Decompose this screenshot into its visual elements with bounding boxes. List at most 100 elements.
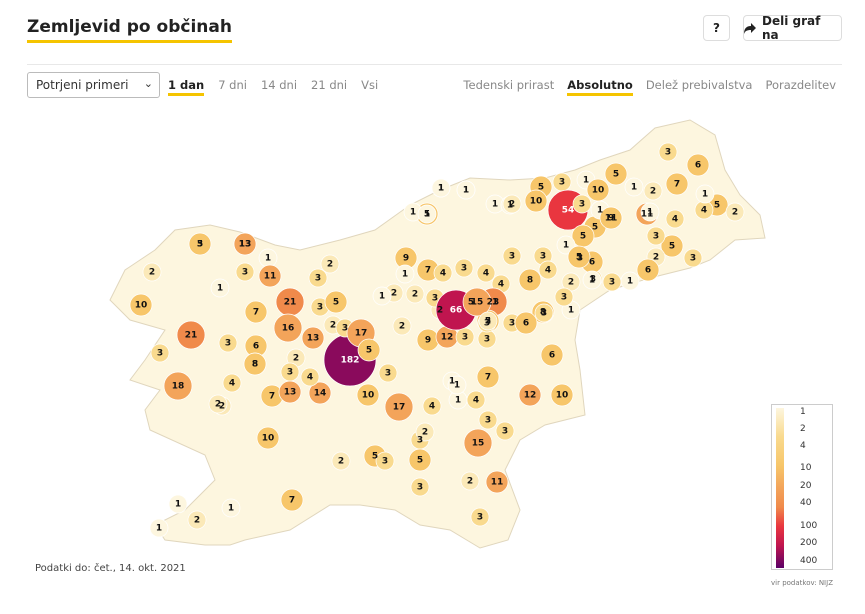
municipality-area[interactable] xyxy=(646,226,666,246)
municipality-area[interactable] xyxy=(256,426,280,450)
tab-absolute[interactable]: Absolutno xyxy=(567,78,633,96)
municipality-area[interactable] xyxy=(604,162,628,186)
help-button[interactable]: ? xyxy=(703,15,730,41)
municipality-area[interactable] xyxy=(308,381,332,405)
municipality-area[interactable] xyxy=(643,181,663,201)
municipality-area[interactable] xyxy=(538,260,558,280)
municipality-area[interactable] xyxy=(665,172,689,196)
tab-distribution[interactable]: Porazdelitev xyxy=(765,78,836,92)
municipality-area[interactable] xyxy=(636,258,660,282)
municipality-area[interactable] xyxy=(470,507,490,527)
municipality-area[interactable] xyxy=(168,494,188,514)
municipality-area[interactable] xyxy=(640,202,660,222)
municipality-area[interactable] xyxy=(150,343,170,363)
municipality-area[interactable] xyxy=(378,363,398,383)
municipality-area[interactable] xyxy=(372,286,392,306)
municipality-area[interactable] xyxy=(235,262,255,282)
municipality-area[interactable] xyxy=(582,270,602,290)
municipality-area[interactable] xyxy=(550,383,574,407)
municipality-area[interactable] xyxy=(375,451,395,471)
municipality-area[interactable] xyxy=(518,268,542,292)
municipality-area[interactable] xyxy=(408,448,432,472)
municipality-area[interactable] xyxy=(300,367,320,387)
metric-select[interactable]: Potrjeni primeri ⌄ xyxy=(27,72,160,98)
municipality-area[interactable] xyxy=(308,268,328,288)
tab-21-days[interactable]: 21 dni xyxy=(311,78,348,92)
tab-14-days[interactable]: 14 dni xyxy=(260,78,298,92)
municipality-area[interactable] xyxy=(395,264,415,284)
municipality-area[interactable] xyxy=(518,383,542,407)
municipality-area[interactable] xyxy=(599,206,623,230)
municipality-area[interactable] xyxy=(357,338,381,362)
municipality-area[interactable] xyxy=(188,232,212,256)
tab-population-share[interactable]: Delež prebivalstva xyxy=(645,78,753,92)
municipality-area[interactable] xyxy=(356,383,380,407)
municipality-area[interactable] xyxy=(320,254,340,274)
municipality-area[interactable] xyxy=(447,375,467,395)
municipality-area[interactable] xyxy=(660,234,684,258)
municipality-area[interactable] xyxy=(658,142,678,162)
municipality-area[interactable] xyxy=(301,326,325,350)
municipality-area[interactable] xyxy=(454,258,474,278)
municipality-area[interactable] xyxy=(462,287,492,317)
municipality-area[interactable] xyxy=(686,153,710,177)
municipality-area[interactable] xyxy=(129,293,153,317)
municipality-area[interactable] xyxy=(665,209,685,229)
municipality-area[interactable] xyxy=(478,311,498,331)
municipality-area[interactable] xyxy=(243,352,267,376)
municipality-area[interactable] xyxy=(495,421,515,441)
municipality-area[interactable] xyxy=(221,498,241,518)
municipality-area[interactable] xyxy=(456,180,476,200)
municipality-area[interactable] xyxy=(476,365,500,389)
municipality-area[interactable] xyxy=(725,202,745,222)
municipality-area[interactable] xyxy=(460,471,480,491)
municipality-area[interactable] xyxy=(324,290,348,314)
municipality-area[interactable] xyxy=(280,362,300,382)
municipality-area[interactable] xyxy=(222,373,242,393)
municipality-area[interactable] xyxy=(208,394,228,414)
municipality-area[interactable] xyxy=(540,343,564,367)
municipality-area[interactable] xyxy=(392,316,412,336)
municipality-area[interactable] xyxy=(502,194,522,214)
tab-all[interactable]: Vsi xyxy=(361,78,379,92)
municipality-area[interactable] xyxy=(422,396,442,416)
municipality-area[interactable] xyxy=(280,488,304,512)
municipality-area[interactable] xyxy=(273,313,303,343)
municipality-area[interactable] xyxy=(567,245,591,269)
municipality-area[interactable] xyxy=(478,410,498,430)
municipality-area[interactable] xyxy=(524,189,548,213)
tab-weekly-growth[interactable]: Tedenski prirast xyxy=(463,78,555,92)
municipality-area[interactable] xyxy=(431,178,451,198)
municipality-area[interactable] xyxy=(415,422,435,442)
municipality-area[interactable] xyxy=(485,470,509,494)
share-button[interactable]: Deli graf na xyxy=(743,14,842,42)
municipality-area[interactable] xyxy=(410,477,430,497)
municipality-area[interactable] xyxy=(163,371,193,401)
municipality-area[interactable] xyxy=(466,390,486,410)
municipality-area[interactable] xyxy=(384,392,414,422)
municipality-area[interactable] xyxy=(258,264,282,288)
municipality-area[interactable] xyxy=(554,287,574,307)
municipality-area[interactable] xyxy=(695,184,715,204)
municipality-area[interactable] xyxy=(187,510,207,530)
municipality-area[interactable] xyxy=(476,263,496,283)
municipality-area[interactable] xyxy=(514,311,538,335)
municipality-area[interactable] xyxy=(142,262,162,282)
municipality-area[interactable] xyxy=(624,177,644,197)
municipality-area[interactable] xyxy=(534,303,554,323)
municipality-area[interactable] xyxy=(463,428,493,458)
municipality-area[interactable] xyxy=(176,320,206,350)
tab-7-days[interactable]: 7 dni xyxy=(218,78,247,92)
municipality-area[interactable] xyxy=(502,246,522,266)
municipality-area[interactable] xyxy=(210,278,230,298)
municipality-area[interactable] xyxy=(149,518,169,538)
municipality-area[interactable] xyxy=(405,284,425,304)
municipality-area[interactable] xyxy=(433,263,453,283)
municipality-area[interactable] xyxy=(417,204,437,224)
municipality-area[interactable] xyxy=(572,194,592,214)
municipality-area[interactable] xyxy=(233,232,257,256)
tab-1-day[interactable]: 1 dan xyxy=(168,78,205,96)
municipality-area[interactable] xyxy=(218,333,238,353)
municipality-area[interactable] xyxy=(683,248,703,268)
